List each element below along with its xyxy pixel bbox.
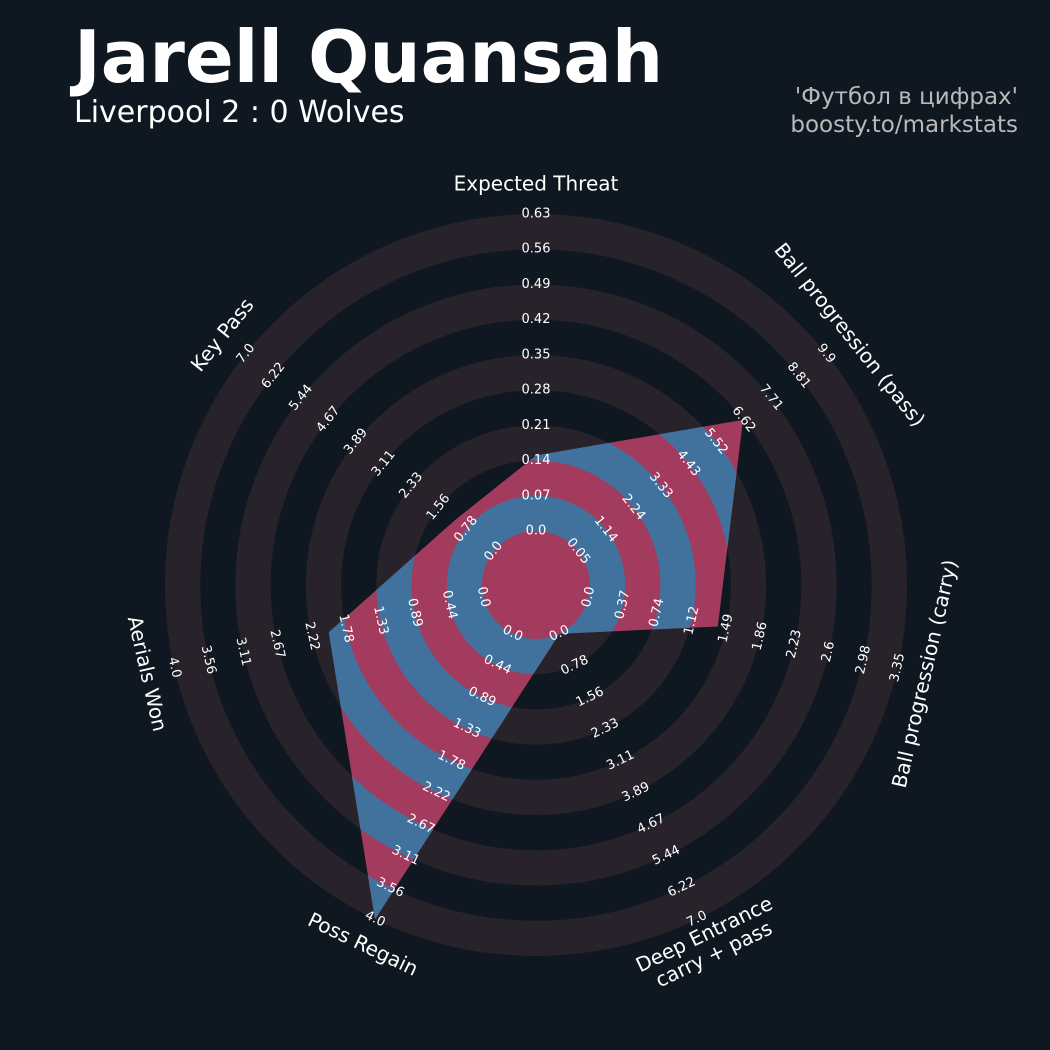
radar-band <box>446 495 626 675</box>
tick-label: 0.0 <box>526 524 547 539</box>
tick-label: 1.33 <box>370 605 391 637</box>
tick-label: 0.56 <box>522 242 551 257</box>
tick-label: 3.35 <box>887 652 908 684</box>
tick-label: 0.42 <box>522 312 551 327</box>
tick-label: 3.11 <box>233 636 254 668</box>
tick-label: 0.0 <box>579 585 598 609</box>
tick-label: 1.86 <box>750 620 771 652</box>
tick-label: 1.78 <box>335 613 356 645</box>
tick-label: 0.74 <box>646 597 667 629</box>
credit: 'Футбол в цифрах' <box>795 84 1018 110</box>
tick-label: 2.23 <box>784 628 805 660</box>
chart-subtitle: Liverpool 2 : 0 Wolves <box>74 95 405 130</box>
credit: boosty.to/markstats <box>790 112 1018 138</box>
tick-label: 2.6 <box>819 640 838 664</box>
tick-label: 0.37 <box>612 589 633 621</box>
tick-label: 1.49 <box>716 613 737 645</box>
tick-label: 4.0 <box>165 656 184 680</box>
tick-label: 0.21 <box>522 418 551 433</box>
tick-label: 2.67 <box>267 628 288 660</box>
ring-band <box>235 284 837 886</box>
tick-label: 0.63 <box>522 207 551 222</box>
tick-label: 0.44 <box>439 589 460 621</box>
tick-label: 0.14 <box>522 453 551 468</box>
tick-label: 0.35 <box>522 347 551 362</box>
ring-band <box>165 214 907 956</box>
tick-label: 0.49 <box>522 277 551 292</box>
tick-label: 3.56 <box>198 644 219 676</box>
tick-label: 0.0 <box>474 585 493 609</box>
tick-label: 0.28 <box>522 383 551 398</box>
ring-band <box>305 354 767 816</box>
tick-label: 2.98 <box>853 644 874 676</box>
tick-label: 2.22 <box>301 620 322 652</box>
chart-title: Jarell Quansah <box>69 15 663 99</box>
tick-label: 1.12 <box>681 605 702 637</box>
axis-name: Expected Threat <box>454 172 619 196</box>
tick-label: 0.07 <box>522 488 551 503</box>
tick-label: 0.89 <box>404 597 425 629</box>
